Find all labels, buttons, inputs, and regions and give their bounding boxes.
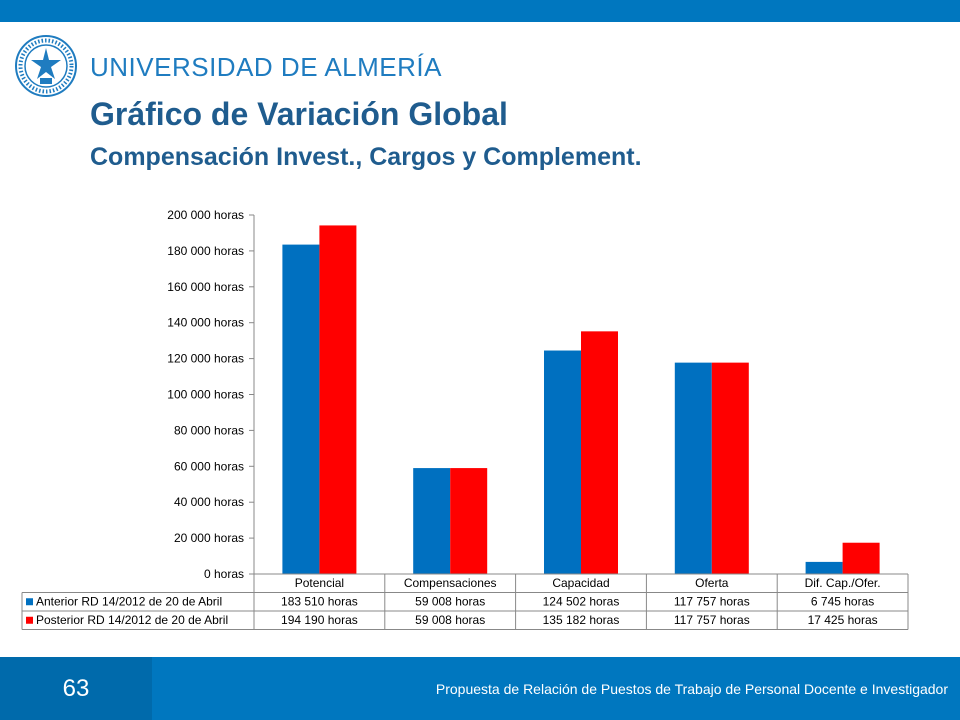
- data-table-value: 17 425 horas: [808, 613, 878, 627]
- y-tick-label: 80 000 horas: [174, 423, 244, 437]
- x-category-label: Potencial: [295, 576, 344, 590]
- bar-posterior: [711, 362, 749, 574]
- legend-series-name: Posterior RD 14/2012 de 20 de Abril: [36, 613, 228, 627]
- bar-anterior: [544, 350, 581, 574]
- y-tick-label: 0 horas: [204, 567, 244, 581]
- university-name: UNIVERSIDAD DE ALMERÍA: [90, 52, 442, 82]
- bar-posterior: [319, 225, 357, 574]
- y-tick-label: 60 000 horas: [174, 459, 244, 473]
- bar-anterior: [674, 362, 712, 574]
- data-table-value: 59 008 horas: [415, 613, 485, 627]
- bar-posterior: [842, 542, 880, 574]
- data-table-value: 124 502 horas: [543, 595, 620, 609]
- x-category-label: Oferta: [695, 576, 729, 590]
- data-table-value: 117 757 horas: [674, 595, 750, 609]
- bar-anterior: [805, 561, 843, 574]
- y-tick-label: 100 000 horas: [167, 388, 244, 402]
- y-tick-label: 20 000 horas: [174, 531, 244, 545]
- y-tick-label: 160 000 horas: [167, 280, 244, 294]
- bar-anterior: [413, 468, 451, 574]
- top-bar: [0, 0, 960, 22]
- data-table-value: 183 510 horas: [281, 595, 358, 609]
- legend-swatch: [26, 616, 33, 624]
- data-table-value: 117 757 horas: [674, 613, 750, 627]
- data-table-value: 135 182 horas: [543, 613, 620, 627]
- page-title: Gráfico de Variación Global: [90, 96, 508, 132]
- x-category-label: Capacidad: [552, 576, 609, 590]
- bar-posterior: [450, 468, 488, 574]
- bar-anterior: [282, 244, 320, 574]
- data-table-value: 59 008 horas: [415, 595, 485, 609]
- footer-text: Propuesta de Relación de Puestos de Trab…: [435, 681, 948, 697]
- legend-series-name: Anterior RD 14/2012 de 20 de Abril: [36, 595, 222, 609]
- x-category-label: Dif. Cap./Ofer.: [805, 576, 881, 590]
- y-tick-label: 120 000 horas: [167, 352, 244, 366]
- university-seal-icon: [15, 35, 77, 97]
- bar-chart: 0 horas 20 000 horas 40 000 horas 60 000 ho…: [21, 208, 909, 630]
- legend-swatch: [26, 598, 33, 606]
- bar-posterior: [581, 331, 618, 574]
- y-tick-label: 200 000 horas: [167, 208, 244, 222]
- page-number: 63: [0, 657, 152, 720]
- y-tick-label: 40 000 horas: [174, 495, 244, 509]
- x-category-label: Compensaciones: [404, 576, 497, 590]
- y-tick-label: 140 000 horas: [167, 316, 244, 330]
- data-table-value: 194 190 horas: [281, 613, 358, 627]
- page-subtitle: Compensación Invest., Cargos y Complemen…: [90, 143, 642, 171]
- data-table-value: 6 745 horas: [811, 595, 874, 609]
- footer: 63 Propuesta de Relación de Puestos de T…: [0, 657, 960, 720]
- y-tick-label: 180 000 horas: [167, 244, 244, 258]
